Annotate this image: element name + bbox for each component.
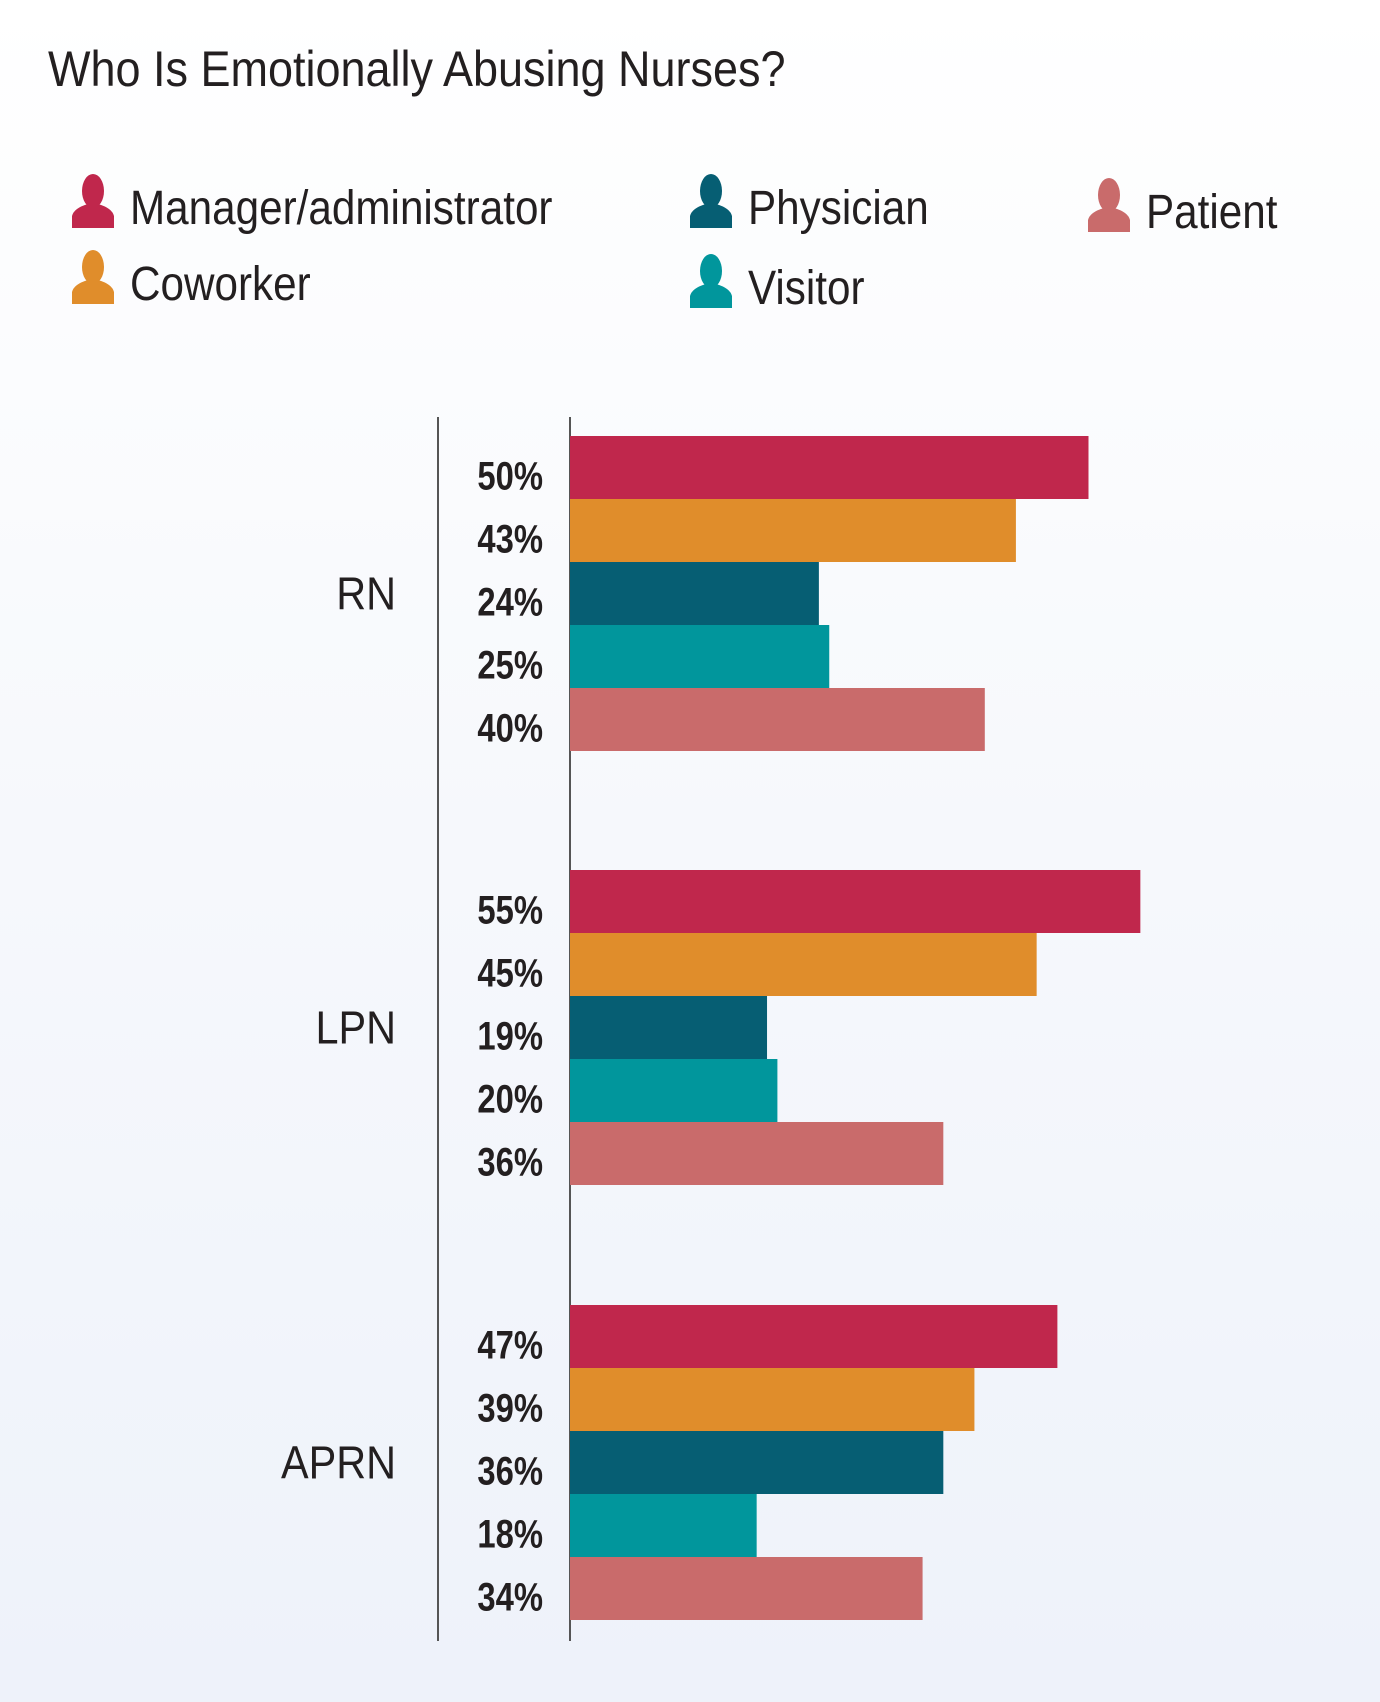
data-label: 45% (477, 950, 543, 995)
data-label: 24% (477, 579, 543, 624)
data-label: 40% (477, 705, 543, 750)
data-label: 47% (477, 1322, 543, 1367)
bar (570, 870, 1141, 933)
bar (570, 1494, 757, 1557)
person-icon (72, 250, 114, 304)
legend-label: Visitor (748, 260, 865, 314)
person-icon (72, 174, 114, 228)
bar (570, 1059, 778, 1122)
data-label: 36% (477, 1448, 543, 1493)
data-label: 43% (477, 516, 543, 561)
category-label: RN (336, 569, 396, 621)
data-label: 19% (477, 1013, 543, 1058)
bar (570, 1557, 923, 1620)
data-label: 55% (477, 887, 543, 932)
bar (570, 688, 985, 751)
person-icon (690, 254, 732, 308)
data-label: 34% (477, 1574, 543, 1619)
data-label: 36% (477, 1139, 543, 1184)
bar (570, 1368, 975, 1431)
bar (570, 996, 768, 1059)
data-label: 50% (477, 453, 543, 498)
legend-label: Coworker (130, 256, 311, 310)
bar (570, 436, 1089, 499)
legend-label: Patient (1146, 184, 1278, 238)
bar (570, 1305, 1058, 1368)
legend-label: Manager/administrator (130, 180, 553, 234)
bar (570, 499, 1016, 562)
data-label: 20% (477, 1076, 543, 1121)
category-label: LPN (315, 1003, 396, 1055)
person-icon (690, 174, 732, 228)
category-label: APRN (281, 1438, 396, 1490)
data-label: 18% (477, 1511, 543, 1556)
person-icon (1088, 178, 1130, 232)
legend-label: Physician (748, 180, 929, 234)
bar (570, 933, 1037, 996)
bar (570, 625, 830, 688)
bar (570, 1431, 944, 1494)
data-label: 25% (477, 642, 543, 687)
bar (570, 1122, 944, 1185)
chart-title: Who Is Emotionally Abusing Nurses? (48, 42, 786, 98)
data-label: 39% (477, 1385, 543, 1430)
bar (570, 562, 819, 625)
